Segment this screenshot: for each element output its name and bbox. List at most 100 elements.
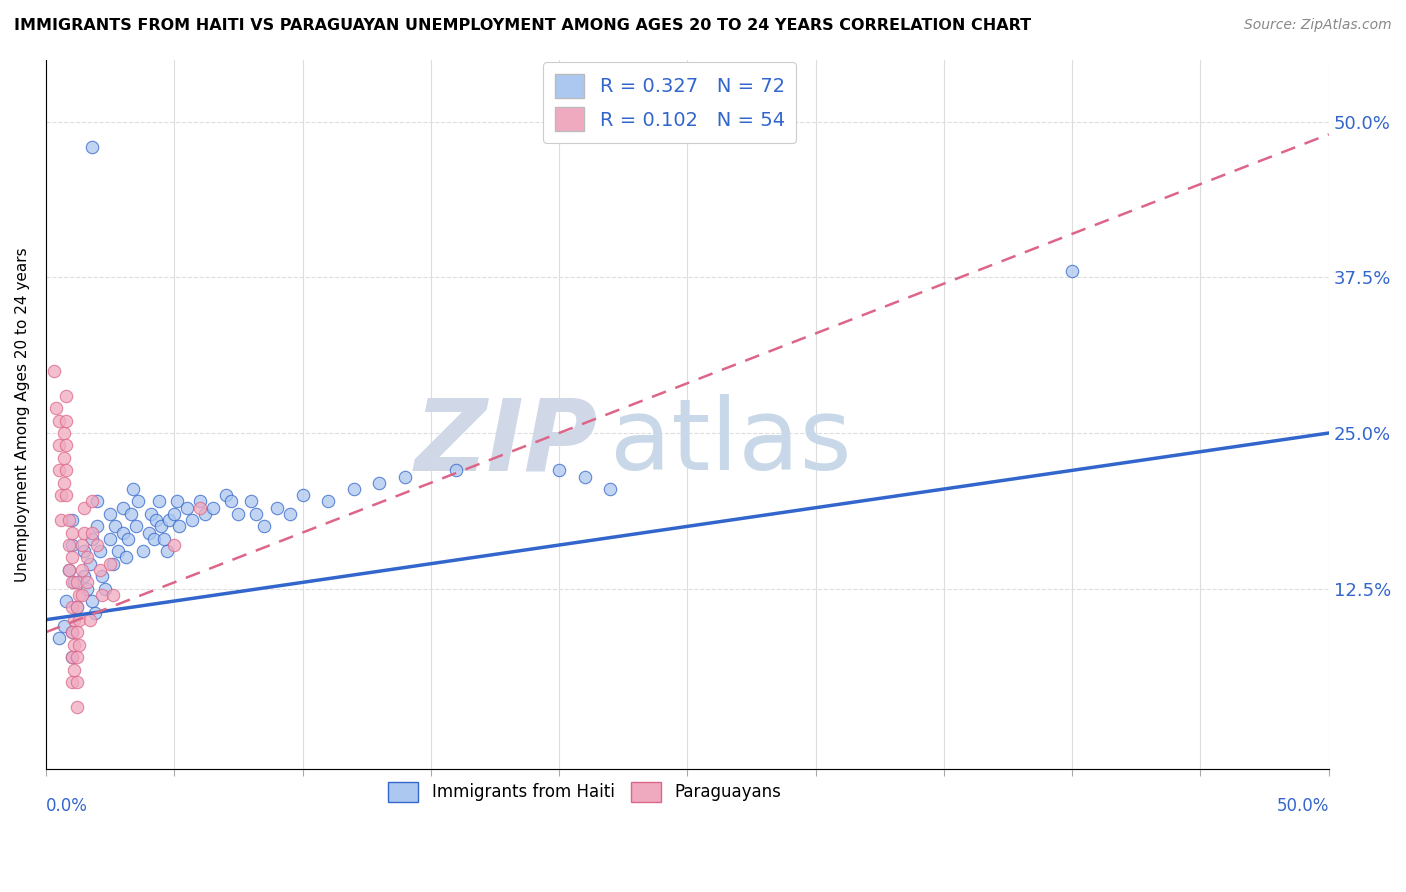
Point [240,494,263,508]
Point [132,544,155,558]
Point [127,494,149,508]
Point [86,494,108,508]
Point [73,544,96,558]
Point [148,494,170,508]
Text: atlas: atlas [610,394,852,491]
Point [176,500,198,515]
Point [48,413,70,427]
Point [201,500,224,515]
Point [67,638,90,652]
Point [101,557,124,571]
Point [76,582,98,596]
Point [60,650,83,665]
Point [145,513,167,527]
Point [55,438,77,452]
Point [83,607,105,621]
Point [188,494,211,508]
Point [55,463,77,477]
Point [58,563,80,577]
Text: ZIP: ZIP [415,394,598,491]
Point [1062,264,1084,278]
Point [120,507,142,521]
Point [55,488,77,502]
Point [98,532,121,546]
Point [111,500,134,515]
Point [58,538,80,552]
Point [91,569,114,583]
Point [291,488,314,502]
Point [66,625,89,640]
Text: 0.0%: 0.0% [46,797,87,815]
Point [55,413,77,427]
Point [52,475,75,490]
Point [98,557,121,571]
Point [51,488,73,502]
Point [66,575,89,590]
Point [63,638,86,652]
Point [138,525,160,540]
Point [60,650,83,665]
Point [67,588,90,602]
Point [181,513,204,527]
Point [599,482,621,496]
Point [245,507,267,521]
Point [76,575,98,590]
Point [142,532,165,546]
Point [253,519,276,533]
Point [48,632,70,646]
Point [58,563,80,577]
Point [51,513,73,527]
Text: IMMIGRANTS FROM HAITI VS PARAGUAYAN UNEMPLOYMENT AMONG AGES 20 TO 24 YEARS CORRE: IMMIGRANTS FROM HAITI VS PARAGUAYAN UNEM… [14,18,1031,33]
Point [394,469,416,483]
Point [60,538,83,552]
Point [73,569,96,583]
Point [58,513,80,527]
Point [60,675,83,690]
Point [117,532,139,546]
Point [343,482,366,496]
Point [60,625,83,640]
Point [52,450,75,465]
Point [150,519,173,533]
Point [48,438,70,452]
Point [122,482,145,496]
Point [104,519,127,533]
Point [60,550,83,565]
Point [48,463,70,477]
Point [79,613,101,627]
Point [194,507,217,521]
Point [66,699,89,714]
Point [163,507,186,521]
Point [60,525,83,540]
Point [107,544,129,558]
Point [82,494,104,508]
Point [63,575,86,590]
Point [446,463,468,477]
Point [166,494,188,508]
Point [82,532,104,546]
Point [266,500,288,515]
Point [76,550,98,565]
Point [63,663,86,677]
Point [219,494,242,508]
Point [114,550,136,565]
Point [42,364,65,378]
Point [163,538,186,552]
Point [86,538,108,552]
Point [66,675,89,690]
Point [125,519,148,533]
Point [153,532,176,546]
Legend: R = 0.327   N = 72, R = 0.102   N = 54: R = 0.327 N = 72, R = 0.102 N = 54 [543,62,796,143]
Point [94,582,117,596]
Point [101,588,124,602]
Point [73,500,96,515]
Point [82,525,104,540]
Point [66,600,89,615]
Point [157,513,180,527]
Point [60,575,83,590]
Point [66,600,89,615]
Point [60,625,83,640]
Point [89,563,111,577]
Point [368,475,391,490]
Point [214,488,236,502]
